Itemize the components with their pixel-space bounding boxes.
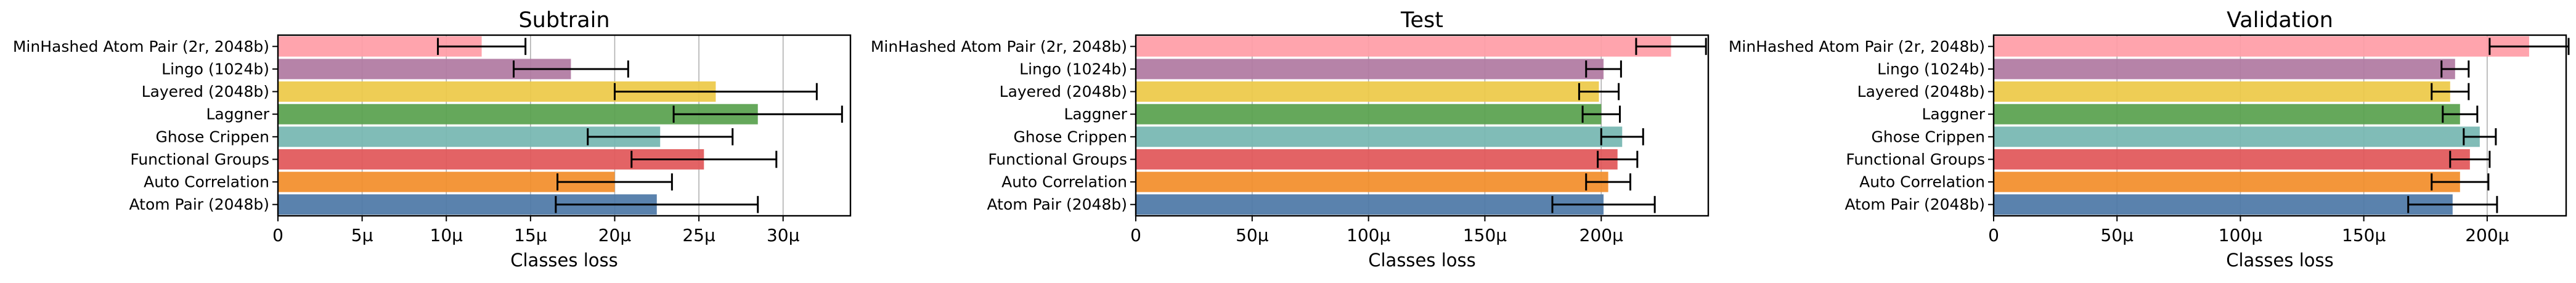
chart-title: Subtrain (518, 8, 609, 33)
xtick-label: 5µ (351, 225, 373, 245)
plot-frame (1992, 34, 2567, 217)
category-label: Ghose Crippen (1871, 128, 1985, 146)
xtick-label: 30µ (767, 225, 800, 245)
xtick-label: 150µ (1463, 225, 1507, 245)
bar-3 (1994, 126, 2480, 147)
xtick-label: 200µ (2465, 225, 2509, 245)
xtick-label: 0 (1988, 225, 1999, 245)
bar-7 (1136, 36, 1671, 57)
category-label: MinHashed Atom Pair (2r, 2048b) (871, 38, 1127, 55)
category-label: Ghose Crippen (1013, 128, 1127, 146)
panel-0: Atom Pair (2048b) Auto Correlation Functio… (13, 8, 852, 271)
category-label: Lingo (1024b) (1019, 60, 1127, 78)
category-label: Atom Pair (2048b) (987, 195, 1127, 213)
x-axis-label: Classes loss (2226, 250, 2333, 271)
xtick-label: 150µ (2342, 225, 2386, 245)
category-label: Layered (2048b) (1000, 83, 1127, 100)
xtick-label: 10µ (430, 225, 463, 245)
xtick-label: 50µ (2100, 225, 2134, 245)
category-label: Functional Groups (130, 150, 269, 168)
bar-7 (1994, 36, 2529, 57)
category-label: Layered (2048b) (142, 83, 269, 100)
panel-2: Atom Pair (2048b) Auto Correlation Functio… (1729, 8, 2570, 271)
xtick-label: 20µ (598, 225, 632, 245)
bar-2 (1994, 149, 2470, 170)
category-label: Functional Groups (988, 150, 1127, 168)
category-label: Auto Correlation (144, 173, 269, 191)
category-label: Ghose Crippen (155, 128, 269, 146)
category-label: Laggner (1922, 105, 1986, 123)
x-axis-label: Classes loss (510, 250, 618, 271)
category-label: Layered (2048b) (1857, 83, 1985, 100)
category-label: MinHashed Atom Pair (2r, 2048b) (13, 38, 269, 55)
bar-3 (1136, 126, 1623, 147)
xtick-label: 0 (272, 225, 283, 245)
bar-1 (1136, 171, 1608, 192)
category-label: Auto Correlation (1859, 173, 1985, 191)
bar-6 (1994, 59, 2455, 80)
xtick-label: 100µ (1347, 225, 1390, 245)
category-label: Functional Groups (1846, 150, 1985, 168)
category-label: Atom Pair (2048b) (129, 195, 269, 213)
category-label: Atom Pair (2048b) (1844, 195, 1985, 213)
bar-5 (1994, 81, 2450, 102)
xtick-label: 200µ (1579, 225, 1623, 245)
plot-frame (277, 34, 852, 217)
bar-5 (1136, 81, 1599, 102)
xtick-label: 100µ (2219, 225, 2262, 245)
category-label: Lingo (1024b) (161, 60, 269, 78)
bar-6 (1136, 59, 1604, 80)
category-label: Auto Correlation (1001, 173, 1127, 191)
bar-0 (1994, 194, 2453, 215)
panel-1: Atom Pair (2048b) Auto Correlation Functio… (871, 8, 1710, 271)
category-label: Lingo (1024b) (1877, 60, 1985, 78)
xtick-label: 15µ (514, 225, 547, 245)
chart-title: Test (1400, 8, 1443, 33)
bar-2 (1136, 149, 1618, 170)
xtick-label: 0 (1130, 225, 1141, 245)
bar-4 (1994, 104, 2460, 125)
plot-frame (1135, 34, 1710, 217)
bar-4 (1136, 104, 1602, 125)
xtick-label: 50µ (1236, 225, 1269, 245)
bar-1 (1994, 171, 2460, 192)
category-label: MinHashed Atom Pair (2r, 2048b) (1729, 38, 1985, 55)
category-label: Laggner (206, 105, 270, 123)
chart-title: Validation (2227, 8, 2333, 33)
bar-0 (1136, 194, 1604, 215)
x-axis-label: Classes loss (1368, 250, 1475, 271)
xtick-label: 25µ (682, 225, 715, 245)
category-label: Laggner (1064, 105, 1128, 123)
